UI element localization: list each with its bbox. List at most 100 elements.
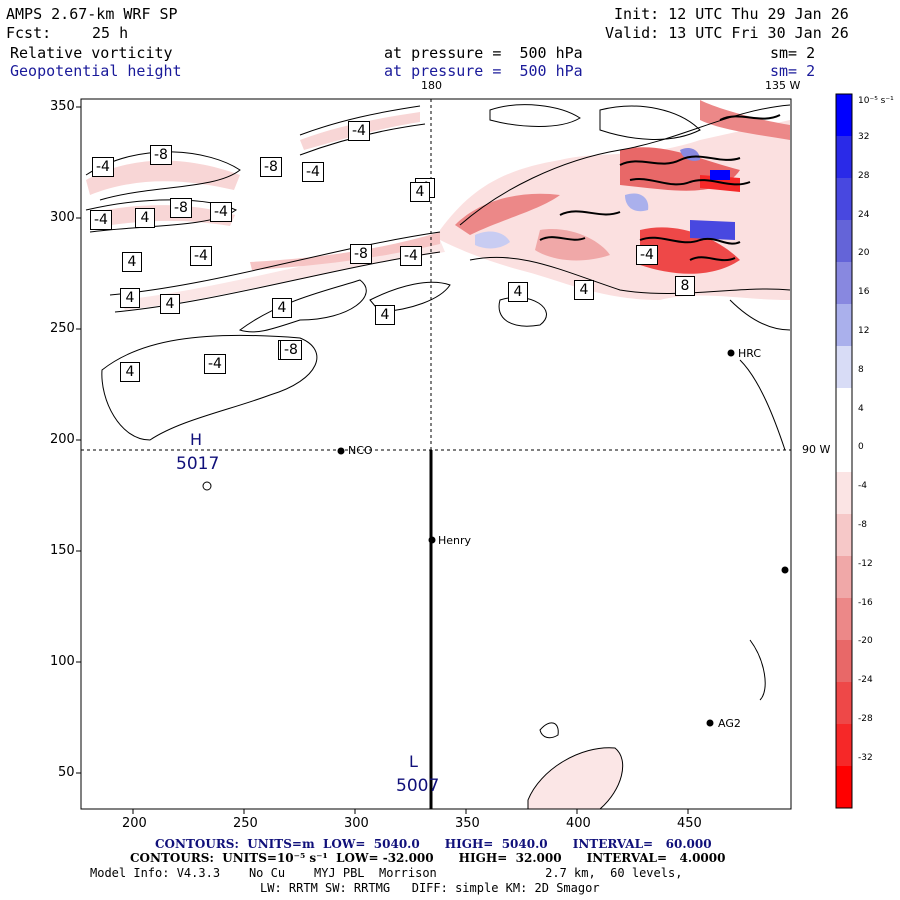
vorticity-band — [86, 160, 240, 195]
contour-value-label: 4 — [574, 280, 594, 300]
meridian-label-180: 180 — [421, 79, 442, 92]
contour-value-label: 4 — [410, 182, 430, 202]
colorbar-swatch — [836, 304, 852, 347]
colorbar-tick-label: -12 — [858, 558, 873, 569]
colorbar-units: 10⁻⁵ s⁻¹ — [858, 96, 894, 106]
vorticity-band — [700, 100, 790, 140]
contour-line — [202, 481, 212, 491]
contour-value-label: 4 — [160, 294, 180, 314]
colorbar-swatch — [836, 766, 852, 809]
contour-value-label: -4 — [302, 162, 324, 182]
forecast-value: 25 h — [92, 24, 129, 42]
colorbar-swatch — [836, 472, 852, 515]
contour-line — [469, 256, 791, 294]
station-dot — [781, 566, 789, 574]
contour-value-label: 4 — [272, 298, 292, 318]
x-tick-label: 200 — [122, 816, 147, 831]
footer-model-info: Model Info: V4.3.3 No Cu MYJ PBL Morriso… — [90, 866, 683, 880]
colorbar-swatch — [836, 724, 852, 767]
field2-level: at pressure = 500 hPa — [384, 62, 583, 80]
contour-line — [238, 279, 367, 333]
colorbar-tick-label: -24 — [858, 675, 873, 686]
station-label-ag2: AG2 — [718, 717, 741, 730]
footer-physics-info: LW: RRTM SW: RRTMG DIFF: simple KM: 2D S… — [260, 881, 600, 895]
y-tick-label: 300 — [50, 210, 75, 225]
valid-time: Valid: 13 UTC Fri 30 Jan 26 — [605, 24, 849, 42]
contour-value-label: -8 — [150, 145, 172, 165]
field2-smooth: sm= 2 — [770, 62, 816, 80]
contour-value-label: -4 — [636, 245, 658, 265]
colorbar-swatch — [836, 94, 852, 137]
colorbar-tick-label: 20 — [858, 248, 870, 259]
vorticity-band — [455, 193, 560, 235]
station-dot — [727, 349, 735, 357]
contour-value-label: 4 — [135, 208, 155, 228]
footer-height-contours: CONTOURS: UNITS=m LOW= 5040.0 HIGH= 5040… — [155, 837, 712, 851]
station-label-hrc: HRC — [738, 347, 762, 360]
storm-contour — [719, 114, 781, 121]
colorbar-swatch — [836, 556, 852, 599]
colorbar-tick-label: 12 — [858, 326, 870, 336]
colorbar-swatch — [836, 346, 852, 389]
field1-smooth: sm= 2 — [770, 44, 816, 62]
contour-value-label: -4 — [92, 157, 114, 177]
field2-name: Geopotential height — [10, 62, 182, 80]
colorbar-tick-label: 16 — [858, 287, 870, 298]
colorbar-frame — [835, 93, 853, 809]
contour-value-label: -8 — [350, 244, 372, 264]
x-tick-label: 350 — [455, 816, 480, 831]
contour-value-label: -8 — [280, 340, 302, 360]
contour-value-label: 4 — [508, 282, 528, 302]
colorbar-tick-label: -8 — [858, 520, 867, 530]
high-marker: H — [190, 430, 203, 449]
colorbar-tick-label: 4 — [858, 403, 864, 414]
storm-contour — [619, 155, 741, 166]
storm-contour — [639, 236, 741, 245]
high-value: 5017 — [176, 454, 220, 474]
colorbar-swatch — [836, 136, 852, 179]
parallel-label-90w: 90 W — [802, 443, 831, 456]
contour-value-label: 4 — [120, 288, 140, 308]
low-value: 5007 — [396, 776, 440, 796]
colorbar-tick-label: -16 — [858, 597, 873, 608]
contour-line — [101, 334, 318, 441]
contour-value-label: -4 — [204, 354, 226, 374]
colorbar-swatch — [836, 430, 852, 473]
contour-value-label: -4 — [400, 246, 422, 266]
colorbar-tick-label: -32 — [858, 752, 873, 763]
footer-vorticity-contours: CONTOURS: UNITS=10⁻⁵ s⁻¹ LOW= -32.000 HI… — [130, 851, 726, 865]
contour-value-label: -4 — [90, 210, 112, 230]
vorticity-blob — [475, 231, 510, 249]
colorbar-tick-label: 28 — [858, 170, 870, 181]
colorbar-tick-label: -28 — [858, 714, 873, 724]
x-tick-label: 450 — [677, 816, 702, 831]
y-tick-label: 250 — [50, 321, 75, 336]
colorbar-tick-label: 32 — [858, 132, 870, 142]
contour-value-label: -8 — [170, 198, 192, 218]
colorbar — [836, 94, 852, 809]
colorbar-swatch — [836, 514, 852, 557]
contour-value-label: -4 — [210, 202, 232, 222]
storm-contour — [689, 256, 736, 262]
y-tick-label: 350 — [50, 99, 75, 114]
contour-value-label: -4 — [348, 121, 370, 141]
vorticity-blob — [690, 220, 735, 240]
vorticity-blob — [710, 170, 730, 180]
field1-level: at pressure = 500 hPa — [384, 44, 583, 62]
meridian-label-135w: 135 W — [765, 79, 801, 92]
colorbar-swatch — [836, 262, 852, 305]
colorbar-tick-label: -4 — [858, 481, 867, 492]
vorticity-band — [90, 205, 235, 228]
contour-value-label: -4 — [190, 246, 212, 266]
contour-line — [539, 722, 559, 739]
colorbar-swatch — [836, 682, 852, 725]
contour-line — [369, 281, 451, 313]
colorbar-swatch — [836, 388, 852, 431]
map-frame — [80, 98, 792, 810]
colorbar-swatch — [836, 598, 852, 641]
y-tick-label: 50 — [58, 765, 75, 780]
colorbar-swatch — [836, 640, 852, 683]
colorbar-swatch — [836, 178, 852, 221]
contour-line — [85, 151, 241, 201]
